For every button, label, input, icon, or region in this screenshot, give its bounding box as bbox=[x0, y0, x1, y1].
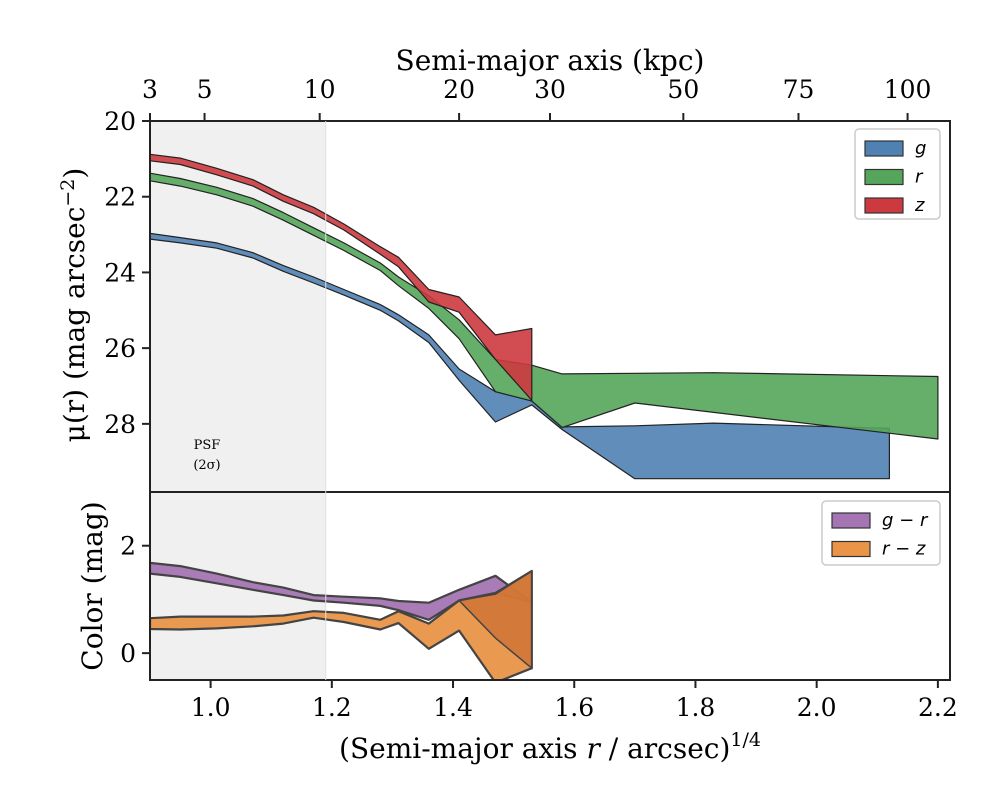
bottom-y-axis-ticks: 02 bbox=[120, 532, 150, 668]
y-tick-label: 24 bbox=[104, 258, 136, 287]
top-x-axis-ticks: 3 5 10 20 30 50 75 100 bbox=[142, 75, 931, 121]
band-z bbox=[150, 153, 533, 401]
kpc-tick-label: 3 bbox=[142, 75, 158, 104]
legend-swatch-z bbox=[864, 197, 904, 214]
x-tick-label: 2.0 bbox=[797, 693, 837, 722]
top-y-axis-label: μ(r) (mag arcsec−2) bbox=[57, 168, 91, 443]
x-tick-label: 1.0 bbox=[191, 693, 231, 722]
legend-label-gr: g − r bbox=[882, 510, 929, 531]
x-tick-label: 2.2 bbox=[918, 693, 958, 722]
y-tick-label: 2 bbox=[120, 532, 136, 561]
legend-swatch-gr bbox=[831, 512, 871, 529]
kpc-tick-label: 30 bbox=[534, 75, 566, 104]
kpc-tick-label: 20 bbox=[443, 75, 475, 104]
color-bands bbox=[150, 561, 533, 680]
kpc-tick-label: 5 bbox=[197, 75, 213, 104]
top-legend: grz bbox=[854, 128, 941, 220]
x-tick-label: 1.2 bbox=[312, 693, 352, 722]
bottom-y-axis-label: Color (mag) bbox=[76, 501, 109, 670]
legend-label-g: g bbox=[915, 138, 926, 159]
psf-label: PSF bbox=[194, 438, 221, 453]
legend-swatch-r bbox=[864, 168, 904, 186]
kpc-tick-label: 75 bbox=[783, 75, 815, 104]
kpc-tick-label: 100 bbox=[884, 75, 932, 104]
kpc-tick-label: 10 bbox=[304, 75, 336, 104]
x-tick-label: 1.6 bbox=[554, 693, 594, 722]
band-r bbox=[150, 172, 939, 440]
x-tick-label: 1.4 bbox=[433, 693, 473, 722]
band-g bbox=[150, 232, 890, 480]
bottom-legend: g − r r − z bbox=[821, 500, 941, 566]
top-x-axis-label: Semi-major axis (kpc) bbox=[396, 44, 705, 77]
x-tick-label: 1.8 bbox=[676, 693, 716, 722]
kpc-tick-label: 50 bbox=[667, 75, 699, 104]
bottom-x-axis-ticks: 1.0 1.2 1.4 1.6 1.8 2.0 2.2 bbox=[191, 680, 958, 722]
legend-label-r: r bbox=[915, 167, 924, 188]
y-tick-label: 0 bbox=[120, 639, 136, 668]
legend-swatch-rz bbox=[831, 540, 871, 558]
legend-label-z: z bbox=[914, 195, 925, 216]
bottom-x-axis-label: (Semi-major axis r / arcsec)1/4 bbox=[339, 729, 761, 765]
y-tick-label: 28 bbox=[104, 410, 136, 439]
bottom-panel-frame bbox=[149, 491, 951, 681]
surface-brightness-bands bbox=[150, 153, 939, 480]
top-y-axis-ticks: 20 22 24 26 28 bbox=[104, 107, 150, 439]
legend-label-rz: r − z bbox=[882, 539, 926, 560]
y-tick-label: 22 bbox=[104, 183, 136, 212]
y-tick-label: 20 bbox=[104, 107, 136, 136]
psf-sigma-label: (2σ) bbox=[193, 458, 220, 473]
legend-swatch-g bbox=[864, 140, 904, 157]
band-rz-overlap bbox=[457, 569, 533, 670]
y-tick-label: 26 bbox=[104, 334, 136, 363]
